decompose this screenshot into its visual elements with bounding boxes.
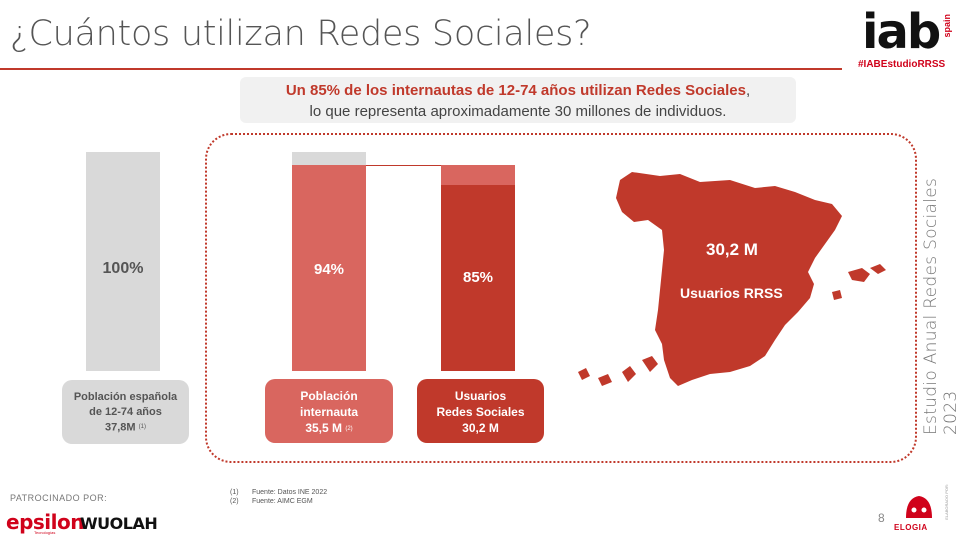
label-2-line-1: Población bbox=[300, 389, 358, 403]
logo-text: iab bbox=[862, 4, 941, 60]
bar-poblacion-espanola bbox=[86, 152, 160, 371]
label-3-line-2: Redes Sociales bbox=[436, 405, 525, 419]
elogia-logo-text: ELOGIA bbox=[894, 523, 928, 532]
footnote-1-number: (1) bbox=[230, 489, 239, 496]
canary-islands-shape bbox=[578, 356, 658, 386]
footnote-1-text: Fuente: Datos INE 2022 bbox=[252, 489, 328, 496]
connector-line bbox=[366, 165, 441, 167]
study-side-title: Estudio Anual Redes Sociales 2023 bbox=[921, 130, 960, 435]
page-number: 8 bbox=[878, 511, 885, 525]
bar-1-value-label: 100% bbox=[102, 260, 144, 277]
bar-poblacion-internauta bbox=[292, 165, 366, 371]
map-value: 30,2 M bbox=[706, 240, 758, 259]
hashtag: #IABEstudioRRSS bbox=[858, 59, 946, 70]
label-2-line-2: internauta bbox=[299, 405, 358, 419]
label-1-value: 37,8M bbox=[105, 421, 136, 434]
bar-usuarios-rrss bbox=[441, 184, 515, 371]
spain-mainland-shape bbox=[616, 172, 842, 386]
label-poblacion-internauta: Población internauta 35,5 M (2) bbox=[265, 379, 393, 443]
epsilon-logo-subtitle: Tecnologías bbox=[34, 530, 56, 535]
bar-3-remainder bbox=[441, 165, 515, 185]
bar-2-value-label: 94% bbox=[313, 261, 345, 279]
callout-line-2: lo que representa aproximadamente 30 mil… bbox=[309, 103, 727, 120]
elogia-logo-icon bbox=[906, 496, 932, 518]
label-3-line-1: Usuarios bbox=[454, 389, 507, 403]
label-1-footnote-ref: (1) bbox=[138, 424, 146, 430]
elogia-credit-text: ELABORADO POR: bbox=[944, 484, 949, 520]
iab-spain-logo: iab spain bbox=[862, 4, 952, 60]
epsilon-logo: epsilon bbox=[6, 510, 84, 534]
spain-map-icon bbox=[578, 172, 886, 386]
sponsor-label: PATROCINADO POR: bbox=[10, 493, 108, 503]
title-divider bbox=[0, 68, 842, 70]
footnote-2-number: (2) bbox=[230, 498, 239, 505]
label-2-value: 35,5 M bbox=[305, 421, 342, 435]
label-2-footnote-ref: (2) bbox=[345, 425, 353, 432]
label-3-value: 30,2 M bbox=[462, 421, 499, 435]
map-label: Usuarios RRSS bbox=[680, 285, 783, 301]
footnote-2-text: Fuente: AIMC EGM bbox=[252, 498, 313, 505]
label-1-line-1: Población española bbox=[73, 391, 178, 403]
bar-2-remainder bbox=[292, 152, 366, 166]
wuolah-logo: WUOLAH bbox=[80, 514, 158, 533]
label-usuarios-rrss: Usuarios Redes Sociales 30,2 M bbox=[417, 379, 544, 443]
balearic-islands-shape bbox=[832, 264, 886, 300]
side-title-text: Estudio Anual Redes Sociales 2023 bbox=[921, 177, 960, 435]
callout-line-1-end: , bbox=[746, 82, 751, 99]
page-title: ¿Cuántos utilizan Redes Sociales? bbox=[10, 14, 592, 54]
comparison-frame bbox=[205, 133, 917, 463]
callout-line-1: Un 85% de los internautas de 12-74 años … bbox=[285, 82, 746, 99]
bar-3-value-label: 85% bbox=[462, 268, 494, 286]
footnotes: (1) Fuente: Datos INE 2022 (2) Fuente: AIM… bbox=[230, 488, 327, 506]
headline-callout: Un 85% de los internautas de 12-74 años … bbox=[240, 77, 796, 123]
label-poblacion-espanola: Población española de 12-74 años 37,8M (… bbox=[62, 380, 189, 444]
label-1-line-2: de 12-74 años bbox=[89, 406, 162, 418]
